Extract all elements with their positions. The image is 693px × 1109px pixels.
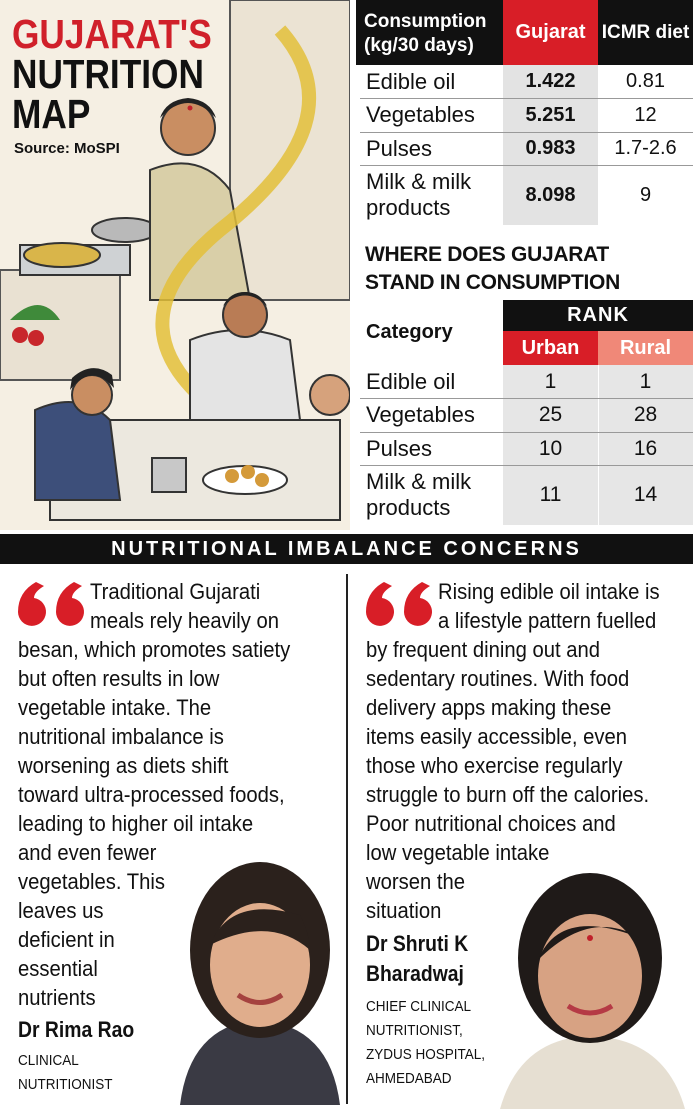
quote-line: by frequent dining out and bbox=[366, 637, 601, 662]
value: 0.81 bbox=[626, 70, 665, 92]
column-header: Category bbox=[366, 321, 453, 343]
quote-line: nutritional imbalance is bbox=[18, 724, 224, 749]
divider bbox=[346, 574, 348, 1104]
speaker-role: NUTRITIONIST bbox=[18, 1076, 113, 1093]
value: 11 bbox=[539, 483, 562, 506]
quote-mark bbox=[18, 582, 84, 626]
speaker-role: NUTRITIONIST, bbox=[366, 1022, 463, 1039]
quote-line: deficient in bbox=[18, 927, 115, 952]
quote-line: toward ultra-processed foods, bbox=[18, 782, 285, 807]
portrait bbox=[500, 873, 685, 1109]
value: 0.983 bbox=[525, 137, 576, 159]
value: 8.098 bbox=[525, 183, 576, 206]
illustration bbox=[0, 0, 350, 530]
column-header: Gujarat bbox=[503, 0, 598, 65]
value: 12 bbox=[634, 103, 657, 126]
column-rule bbox=[598, 365, 599, 525]
value: 16 bbox=[633, 436, 658, 460]
value: 25 bbox=[538, 403, 563, 426]
speaker-name: Bharadwaj bbox=[366, 961, 464, 986]
speaker-role: ZYDUS HOSPITAL, bbox=[366, 1046, 486, 1063]
value: 9 bbox=[639, 183, 652, 206]
speaker-role: CLINICAL bbox=[18, 1052, 79, 1069]
banner-bar bbox=[0, 534, 693, 564]
value: 10 bbox=[538, 436, 563, 460]
row-rule bbox=[360, 98, 693, 99]
speaker-name: Dr Shruti K bbox=[366, 931, 469, 956]
quote-line: Traditional Gujarati bbox=[90, 579, 261, 604]
speaker-role: CHIEF CLINICAL bbox=[366, 998, 472, 1015]
quote-line: those who exercise regularly bbox=[366, 753, 623, 778]
quote-line: besan, which promotes satiety bbox=[18, 637, 291, 662]
row-label: Milk & milk products bbox=[366, 469, 472, 520]
quote-line: vegetable intake. The bbox=[18, 695, 212, 720]
value: 5.251 bbox=[525, 103, 576, 126]
quote-line: worsen the bbox=[366, 869, 466, 894]
quote-line: worsening as diets shift bbox=[18, 753, 229, 778]
quote-line: struggle to burn off the calories. bbox=[366, 782, 650, 807]
column-header: ICMR diet bbox=[601, 21, 690, 43]
quote-line: Poor nutritional choices and bbox=[366, 811, 616, 836]
title-line: GUJARAT'S bbox=[12, 11, 212, 57]
row-label: Pulses bbox=[366, 435, 433, 461]
quote-line: Rising edible oil intake is bbox=[438, 579, 660, 604]
row-label: Pulses bbox=[366, 135, 433, 161]
banner: NUTRITIONAL IMBALANCE CONCERNS bbox=[111, 538, 582, 560]
quote-line: and even fewer bbox=[18, 840, 157, 865]
title-line: MAP bbox=[12, 91, 91, 137]
title-line: NUTRITION bbox=[12, 51, 204, 97]
row-label: Edible oil bbox=[366, 368, 456, 394]
row-label: Edible oil bbox=[366, 68, 456, 94]
quote-line: delivery apps making these bbox=[366, 695, 612, 720]
quote-line: situation bbox=[366, 898, 442, 923]
quote-line: leaves us bbox=[18, 898, 104, 923]
speaker-role: AHMEDABAD bbox=[366, 1070, 452, 1087]
quote-line: essential bbox=[18, 956, 98, 981]
speaker-name: Dr Rima Rao bbox=[18, 1017, 135, 1042]
quote-line: nutrients bbox=[18, 985, 96, 1010]
value: 1.422 bbox=[525, 70, 576, 92]
quote-line: items easily accessible, even bbox=[366, 724, 627, 749]
rank-header: RANK bbox=[503, 300, 693, 331]
column-header: Rural bbox=[598, 331, 693, 365]
value: 28 bbox=[633, 403, 658, 426]
quote-line: but often results in low bbox=[18, 666, 220, 691]
row-rule bbox=[360, 398, 693, 399]
value: 1.7-2.6 bbox=[614, 137, 677, 159]
row-label: Vegetables bbox=[366, 402, 475, 427]
row-label: Vegetables bbox=[366, 102, 475, 127]
quote-mark bbox=[366, 582, 432, 626]
quote-line: meals rely heavily on bbox=[90, 608, 280, 633]
value: 1 bbox=[639, 369, 652, 393]
column-bg bbox=[503, 65, 598, 225]
quote-line: a lifestyle pattern fuelled bbox=[438, 608, 657, 633]
quote-line: leading to higher oil intake bbox=[18, 811, 254, 836]
column-header: Consumption (kg/30 days) bbox=[364, 10, 487, 56]
row-rule bbox=[360, 432, 693, 433]
row-label: Milk & milk products bbox=[366, 169, 472, 220]
row-rule bbox=[360, 132, 693, 133]
quote-line: low vegetable intake bbox=[366, 840, 550, 865]
row-rule bbox=[360, 165, 693, 166]
source: Source: MoSPI bbox=[14, 140, 120, 157]
row-rule bbox=[360, 465, 693, 466]
quote-line: sedentary routines. With food bbox=[366, 666, 630, 691]
column-header: Urban bbox=[503, 331, 598, 365]
portrait bbox=[180, 862, 340, 1105]
section-title: WHERE DOES GUJARAT STAND IN CONSUMPTION bbox=[365, 243, 620, 294]
value: 1 bbox=[544, 369, 557, 393]
value: 14 bbox=[633, 483, 658, 506]
quote-line: vegetables. This bbox=[18, 869, 166, 894]
